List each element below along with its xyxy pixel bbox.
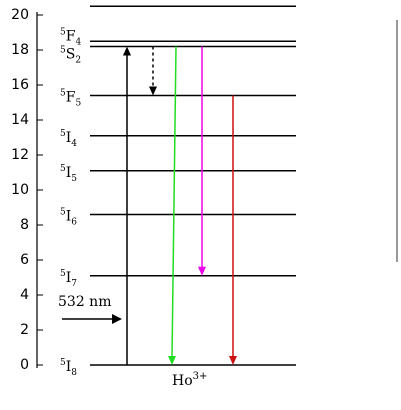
arrowhead: [229, 356, 237, 365]
y-tick-label: 0: [20, 357, 29, 373]
arrowhead: [149, 86, 157, 96]
level-label: 5I4: [60, 129, 77, 149]
level-j: 5: [71, 174, 77, 184]
level-term: I: [66, 209, 72, 225]
level-multiplicity: 5: [60, 46, 66, 56]
y-tick-label: 10: [11, 182, 29, 198]
y-tick-label: 16: [11, 77, 29, 93]
level-term: F: [66, 28, 76, 44]
level-multiplicity: 5: [60, 27, 66, 37]
level-label: 5I6: [60, 208, 77, 228]
level-label: 5I7: [60, 269, 77, 289]
level-term: F: [66, 90, 76, 106]
level-multiplicity: 5: [60, 164, 66, 174]
level-multiplicity: 5: [60, 208, 66, 218]
level-label: 5F5: [60, 89, 81, 109]
arrowhead: [112, 314, 122, 324]
level-j: 2: [75, 56, 81, 66]
y-tick-label: 4: [20, 287, 29, 303]
level-term: I: [66, 270, 72, 286]
level-label: 5I5: [60, 164, 77, 184]
level-term: S: [66, 47, 76, 63]
y-tick-label: 20: [11, 7, 29, 23]
ion-charge: 3+: [193, 371, 208, 382]
y-tick-label: 18: [11, 42, 29, 58]
arrowhead: [123, 46, 131, 56]
level-label: 5F4: [60, 27, 81, 47]
level-j: 4: [75, 37, 81, 47]
y-tick-label: 6: [20, 252, 29, 268]
level-label: 5I8: [60, 358, 77, 378]
excitation-label: 532 nm: [58, 294, 111, 310]
level-j: 4: [71, 139, 77, 149]
level-term: I: [66, 359, 72, 375]
level-j: 8: [71, 368, 77, 378]
level-multiplicity: 5: [60, 129, 66, 139]
level-j: 6: [71, 218, 77, 228]
y-tick-label: 12: [11, 147, 29, 163]
level-term: I: [66, 165, 72, 181]
level-multiplicity: 5: [60, 89, 66, 99]
level-multiplicity: 5: [60, 269, 66, 279]
level-label: 5S2: [60, 46, 81, 66]
y-tick-label: 14: [11, 112, 29, 128]
ion-symbol: Ho: [172, 373, 193, 389]
y-tick-label: 8: [20, 217, 29, 233]
arrowhead: [198, 266, 206, 276]
arrowhead: [168, 356, 176, 365]
y-tick-label: 2: [20, 322, 29, 338]
ion-label: Ho3+: [172, 371, 207, 389]
transition: [171, 46, 177, 359]
level-term: I: [66, 130, 72, 146]
level-j: 7: [71, 279, 77, 289]
level-multiplicity: 5: [60, 358, 66, 368]
level-j: 5: [75, 99, 81, 109]
